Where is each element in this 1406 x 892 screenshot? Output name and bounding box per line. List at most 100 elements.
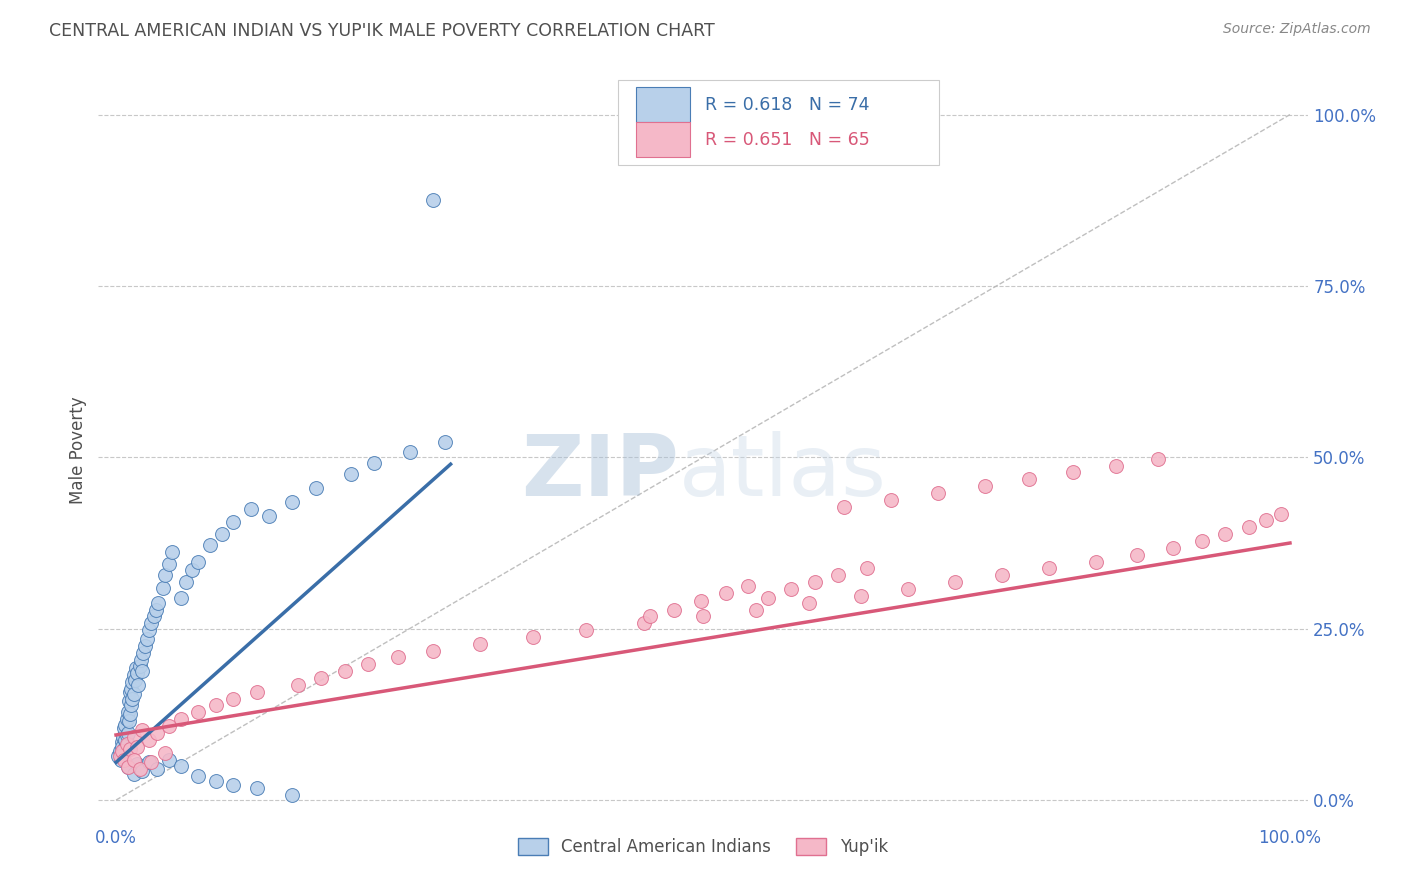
Point bbox=[128, 762, 150, 776]
Point bbox=[135, 632, 157, 646]
Point bbox=[122, 767, 145, 781]
Point bbox=[311, 671, 333, 685]
Point bbox=[138, 732, 160, 747]
Point bbox=[142, 609, 165, 624]
Point bbox=[662, 602, 685, 616]
Point bbox=[121, 675, 143, 690]
Point bbox=[169, 591, 191, 605]
Point bbox=[257, 508, 280, 523]
Point bbox=[692, 609, 714, 624]
Point bbox=[157, 719, 180, 733]
Y-axis label: Male Poverty: Male Poverty bbox=[69, 397, 87, 504]
Point bbox=[111, 739, 134, 754]
Point bbox=[141, 756, 163, 770]
Point bbox=[131, 764, 153, 779]
Point bbox=[756, 591, 779, 605]
Point bbox=[745, 602, 768, 616]
Point bbox=[117, 760, 139, 774]
Point bbox=[120, 681, 142, 696]
Point bbox=[1038, 561, 1060, 575]
Point bbox=[363, 456, 385, 470]
Point bbox=[148, 596, 170, 610]
Text: atlas: atlas bbox=[679, 431, 887, 514]
Point bbox=[856, 561, 879, 575]
Point bbox=[187, 769, 209, 783]
Point bbox=[120, 707, 142, 722]
Point bbox=[633, 616, 655, 631]
Point bbox=[141, 616, 163, 631]
Point bbox=[127, 757, 149, 772]
Point bbox=[115, 712, 138, 726]
Point bbox=[246, 780, 269, 795]
Point bbox=[122, 730, 145, 744]
Point bbox=[422, 193, 444, 207]
Point bbox=[797, 596, 820, 610]
Point bbox=[803, 575, 825, 590]
Point bbox=[152, 581, 174, 595]
Point bbox=[333, 664, 356, 678]
Point bbox=[108, 748, 131, 763]
Point bbox=[111, 735, 134, 749]
Point bbox=[155, 747, 177, 761]
Point bbox=[222, 778, 245, 792]
Text: R = 0.618   N = 74: R = 0.618 N = 74 bbox=[706, 95, 870, 113]
Point bbox=[129, 652, 152, 666]
Point bbox=[387, 650, 409, 665]
Point bbox=[1062, 466, 1084, 480]
Point bbox=[422, 643, 444, 657]
Point bbox=[127, 666, 149, 681]
Point bbox=[111, 744, 134, 758]
Point bbox=[398, 445, 420, 459]
Point bbox=[827, 568, 849, 582]
Point bbox=[157, 753, 180, 767]
Text: CENTRAL AMERICAN INDIAN VS YUP'IK MALE POVERTY CORRELATION CHART: CENTRAL AMERICAN INDIAN VS YUP'IK MALE P… bbox=[49, 22, 716, 40]
Point bbox=[198, 538, 221, 552]
Point bbox=[340, 467, 363, 482]
Point bbox=[169, 759, 191, 773]
Point bbox=[157, 557, 180, 571]
Point bbox=[851, 589, 873, 603]
Point bbox=[138, 623, 160, 637]
Point bbox=[122, 668, 145, 682]
Point bbox=[973, 479, 995, 493]
Point bbox=[1270, 507, 1292, 521]
Legend: Central American Indians, Yup'ik: Central American Indians, Yup'ik bbox=[510, 830, 896, 864]
Point bbox=[118, 714, 141, 729]
Point bbox=[125, 661, 148, 675]
Point bbox=[108, 744, 131, 758]
Point bbox=[468, 637, 491, 651]
Point bbox=[1161, 541, 1184, 555]
Point bbox=[112, 747, 135, 761]
Point bbox=[1105, 458, 1128, 473]
Point bbox=[138, 756, 160, 770]
Point bbox=[176, 575, 198, 590]
Point bbox=[737, 579, 759, 593]
Point bbox=[122, 687, 145, 701]
Point bbox=[204, 698, 226, 713]
Point bbox=[127, 678, 149, 692]
Text: Source: ZipAtlas.com: Source: ZipAtlas.com bbox=[1223, 22, 1371, 37]
Point bbox=[1256, 513, 1278, 527]
Point bbox=[112, 730, 135, 744]
Point bbox=[204, 773, 226, 788]
Point bbox=[1237, 520, 1260, 534]
Point bbox=[118, 694, 141, 708]
Point bbox=[122, 753, 145, 767]
Point bbox=[897, 582, 920, 596]
Point bbox=[1085, 555, 1108, 569]
Point bbox=[357, 657, 380, 672]
Point bbox=[117, 760, 139, 774]
Point bbox=[246, 685, 269, 699]
Point bbox=[134, 639, 156, 653]
Point bbox=[1126, 548, 1149, 562]
Point bbox=[1018, 472, 1040, 486]
Point bbox=[127, 739, 149, 754]
Text: ZIP: ZIP bbox=[522, 431, 679, 514]
Point bbox=[281, 495, 304, 509]
Point bbox=[991, 568, 1014, 582]
Point bbox=[832, 500, 855, 514]
Point bbox=[1191, 533, 1213, 548]
Point bbox=[638, 609, 661, 624]
Point bbox=[716, 586, 738, 600]
Point bbox=[132, 646, 155, 660]
